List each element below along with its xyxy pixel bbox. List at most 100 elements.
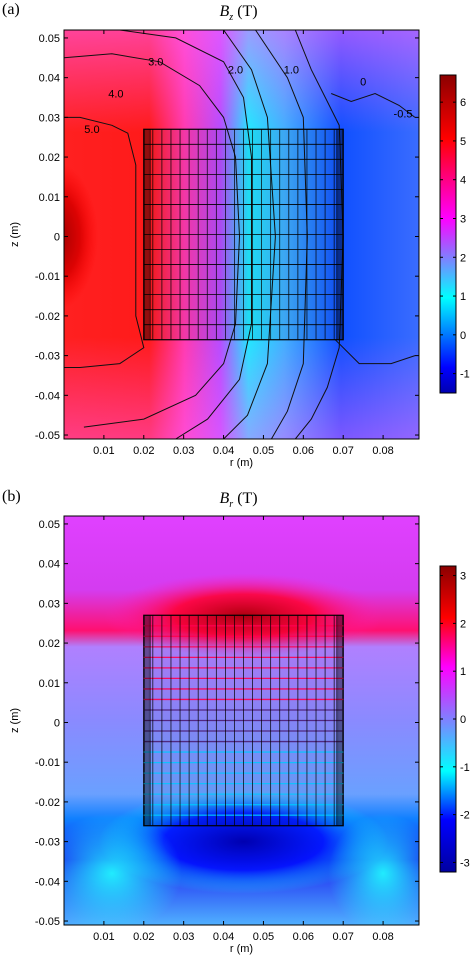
y-tick-label: -0.02 xyxy=(35,797,60,809)
x-tick-label: 0.05 xyxy=(253,931,274,943)
panel-a-contour-line-6 xyxy=(331,92,416,118)
y-tick-label: 0 xyxy=(54,717,60,729)
panel-a-x-ticks: 0.01 0.02 0.03 0.04 0.05 0.06 0.07 0.08 xyxy=(93,30,394,457)
colorbar-tick-label: -1 xyxy=(460,369,470,381)
y-tick-label: -0.03 xyxy=(35,351,60,363)
x-tick-label: 0.04 xyxy=(213,931,234,943)
x-tick-label: 0.02 xyxy=(133,445,154,457)
y-tick-label: 0.05 xyxy=(39,33,60,45)
y-tick-label: -0.01 xyxy=(35,271,60,283)
colorbar-tick-label: 0 xyxy=(460,714,466,726)
x-tick-label: 0.01 xyxy=(93,445,114,457)
panel-a-contour-label: 1.0 xyxy=(284,65,299,77)
panel-a-title-unit: (T) xyxy=(237,3,257,20)
panel-b-title: Br (T) xyxy=(220,490,258,510)
x-tick-label: 0.07 xyxy=(333,931,354,943)
panel-b-y-label: z (m) xyxy=(9,708,21,733)
colorbar-tick-label: -2 xyxy=(460,810,470,822)
colorbar-tick-label: 3 xyxy=(460,213,466,225)
panel-a-magnet-mesh xyxy=(143,128,344,341)
panel-b-magnet-mesh xyxy=(143,614,344,827)
x-tick-label: 0.07 xyxy=(333,445,354,457)
colorbar-tick-label: 5 xyxy=(460,136,466,148)
panel-b-x-ticks: 0.01 0.02 0.03 0.04 0.05 0.06 0.07 0.08 xyxy=(93,516,394,943)
x-tick-label: 0.03 xyxy=(173,931,194,943)
panel-b-field-left-lobe xyxy=(64,813,182,925)
panel-a-contour-line-3 xyxy=(223,30,276,439)
y-tick-label: -0.05 xyxy=(35,916,60,928)
x-tick-label: 0.04 xyxy=(213,445,234,457)
panel-a-frame xyxy=(63,29,420,440)
panel-b-x-label: r (m) xyxy=(230,943,253,955)
panel-b-colorbar-ticks: 3 2 1 0 -1 -2 -3 xyxy=(440,571,470,869)
y-tick-label: -0.02 xyxy=(35,311,60,323)
x-tick-label: 0.02 xyxy=(133,931,154,943)
panel-a-field-min xyxy=(331,121,419,352)
panel-a-field-max xyxy=(64,106,182,367)
y-tick-label: 0.02 xyxy=(39,638,60,650)
x-tick-label: 0.06 xyxy=(293,445,314,457)
colorbar-tick-label: 2 xyxy=(460,252,466,264)
panel-a-heatmap: 3.0 2.0 1.0 0 4.0 -0.5 5.0 xyxy=(64,30,419,439)
x-tick-label: 0.05 xyxy=(253,445,274,457)
y-tick-label: -0.03 xyxy=(35,837,60,849)
panel-a-contour-label: 2.0 xyxy=(228,65,243,77)
panel-b-title-unit: (T) xyxy=(237,490,257,507)
y-tick-label: 0.05 xyxy=(39,519,60,531)
colorbar-tick-label: 4 xyxy=(460,175,466,187)
colorbar-tick-label: 1 xyxy=(460,666,466,678)
colorbar-tick-label: -1 xyxy=(460,762,470,774)
y-tick-label: 0.01 xyxy=(39,192,60,204)
colorbar-tick-label: 3 xyxy=(460,571,466,583)
panel-a-contour-label: 3.0 xyxy=(148,57,163,69)
panel-a-title-symbol: B xyxy=(220,3,230,20)
panel-a-title-subscript: z xyxy=(228,12,233,23)
colorbar-tick-label: 6 xyxy=(460,97,466,109)
panel-a-contour-line-2 xyxy=(119,30,252,439)
y-tick-label: 0.04 xyxy=(39,559,60,571)
colorbar-tick-label: -3 xyxy=(460,857,470,869)
y-tick-label: -0.04 xyxy=(35,876,60,888)
y-tick-label: 0.02 xyxy=(39,152,60,164)
panel-b-y-ticks: 0.05 0.04 0.03 0.02 0.01 0 -0.01 -0.02 -0.03 -0.0… xyxy=(35,519,419,928)
panel-a-y-ticks: 0.05 0.04 0.03 0.02 0.01 0 -0.01 -0.02 -0.03 -0.0… xyxy=(35,33,419,442)
y-tick-label: 0.04 xyxy=(39,73,60,85)
colorbar-tick-label: 0 xyxy=(460,330,466,342)
panel-a-contour-label: 0 xyxy=(360,77,366,89)
panel-a-contour-label: 4.0 xyxy=(108,89,123,101)
panel-a-title: Bz (T) xyxy=(220,3,258,23)
panel-a-contour-line-8 xyxy=(334,339,416,365)
x-tick-label: 0.08 xyxy=(372,931,393,943)
panel-b-heatmap xyxy=(64,516,419,925)
panel-b: (b) Br (T) 0.01 0.02 0.03 0.04 0.05 0.06 0.07 0.… xyxy=(2,488,470,955)
panel-a-colorbar-ticks: 6 5 4 3 2 1 0 -1 xyxy=(440,97,470,381)
y-tick-label: 0.03 xyxy=(39,598,60,610)
panel-b-frame xyxy=(63,515,420,926)
x-tick-label: 0.01 xyxy=(93,931,114,943)
panel-a-contour-line-1 xyxy=(64,53,241,428)
panel-b-title-symbol: B xyxy=(220,490,230,507)
panel-b-title-subscript: r xyxy=(229,499,233,510)
panel-a-x-label: r (m) xyxy=(230,457,253,469)
x-tick-label: 0.03 xyxy=(173,445,194,457)
colorbar-tick-label: 1 xyxy=(460,291,466,303)
panel-a-contour-line-7 xyxy=(64,116,145,368)
y-tick-label: -0.01 xyxy=(35,757,60,769)
x-tick-label: 0.06 xyxy=(293,931,314,943)
y-tick-label: -0.05 xyxy=(35,430,60,442)
panel-label-b: (b) xyxy=(2,488,21,505)
y-tick-label: 0.03 xyxy=(39,112,60,124)
panel-a-contour-label: -0.5 xyxy=(394,108,413,120)
colorbar-tick-label: 2 xyxy=(460,618,466,630)
panel-b-field-right-lobe xyxy=(328,813,419,925)
x-tick-label: 0.08 xyxy=(372,445,393,457)
y-tick-label: 0.01 xyxy=(39,678,60,690)
y-tick-label: 0 xyxy=(54,231,60,243)
panel-a: (a) Bz (T) 3.02.0 1.004.0-0.55.0 0.01 0.02 0… xyxy=(2,1,470,469)
panel-a-contour-label: 5.0 xyxy=(84,124,99,136)
panel-a-colorbar xyxy=(439,74,457,394)
panel-a-y-label: z (m) xyxy=(9,222,21,247)
y-tick-label: -0.04 xyxy=(35,390,60,402)
panel-label-a: (a) xyxy=(2,1,20,18)
